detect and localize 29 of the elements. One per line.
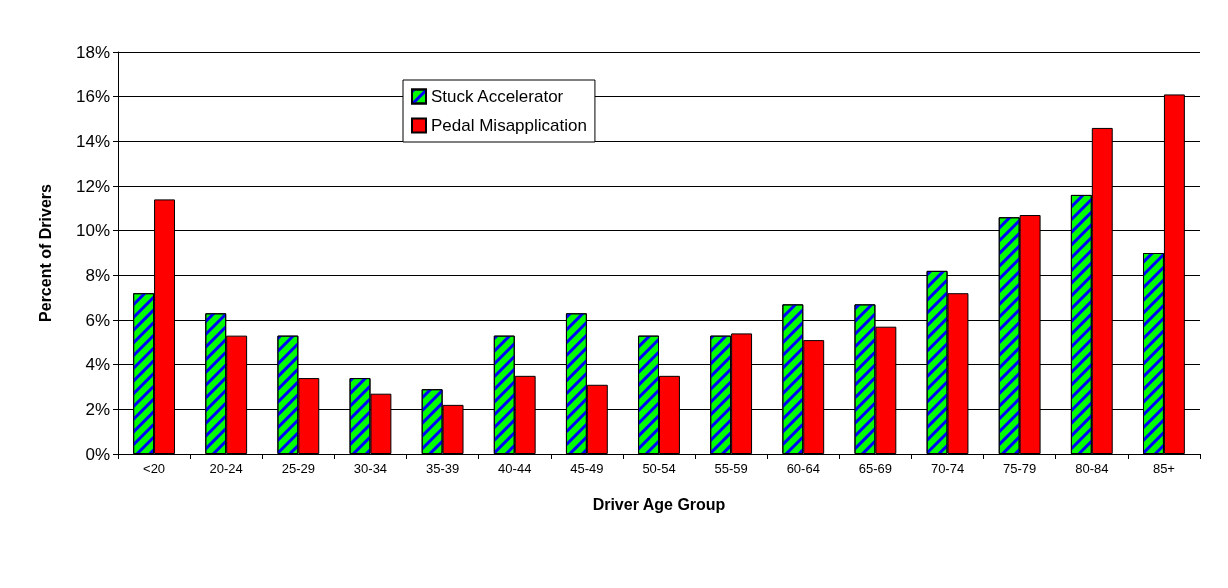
x-tick-label: 55-59 — [714, 461, 748, 476]
x-tick-label: 60-64 — [786, 461, 820, 476]
x-tick-label: 20-24 — [209, 461, 243, 476]
x-tick-label: 50-54 — [642, 461, 676, 476]
legend-label: Stuck Accelerator — [431, 87, 564, 106]
y-axis-title: Percent of Drivers — [36, 183, 54, 322]
y-tick-label: 2% — [85, 399, 110, 419]
y-tick-label: 16% — [75, 87, 110, 107]
x-tick-label: 85+ — [1152, 461, 1175, 476]
x-tick-label: 35-39 — [425, 461, 460, 476]
x-tick-label: 40-44 — [498, 461, 532, 476]
x-tick-label: 75-79 — [1003, 461, 1037, 476]
x-tick-label: 70-74 — [930, 461, 965, 476]
y-tick-label: 18% — [75, 42, 110, 62]
y-tick-label: 6% — [85, 310, 110, 330]
x-tick-label: <20 — [143, 461, 166, 476]
x-tick-label: 45-49 — [570, 461, 604, 476]
x-axis-title: Driver Age Group — [592, 495, 726, 513]
y-tick-label: 4% — [85, 355, 110, 375]
x-tick-label: 65-69 — [858, 461, 893, 476]
y-tick-label: 0% — [85, 444, 110, 464]
y-tick-label: 10% — [75, 221, 110, 241]
x-tick-label: 25-29 — [281, 461, 315, 476]
y-tick-label: 12% — [75, 176, 110, 196]
x-tick-label: 80-84 — [1075, 461, 1109, 476]
legend-label: Pedal Misapplication — [431, 116, 587, 135]
x-tick-label: 30-34 — [353, 461, 388, 476]
y-tick-label: 8% — [85, 265, 110, 285]
y-tick-label: 14% — [75, 131, 110, 151]
